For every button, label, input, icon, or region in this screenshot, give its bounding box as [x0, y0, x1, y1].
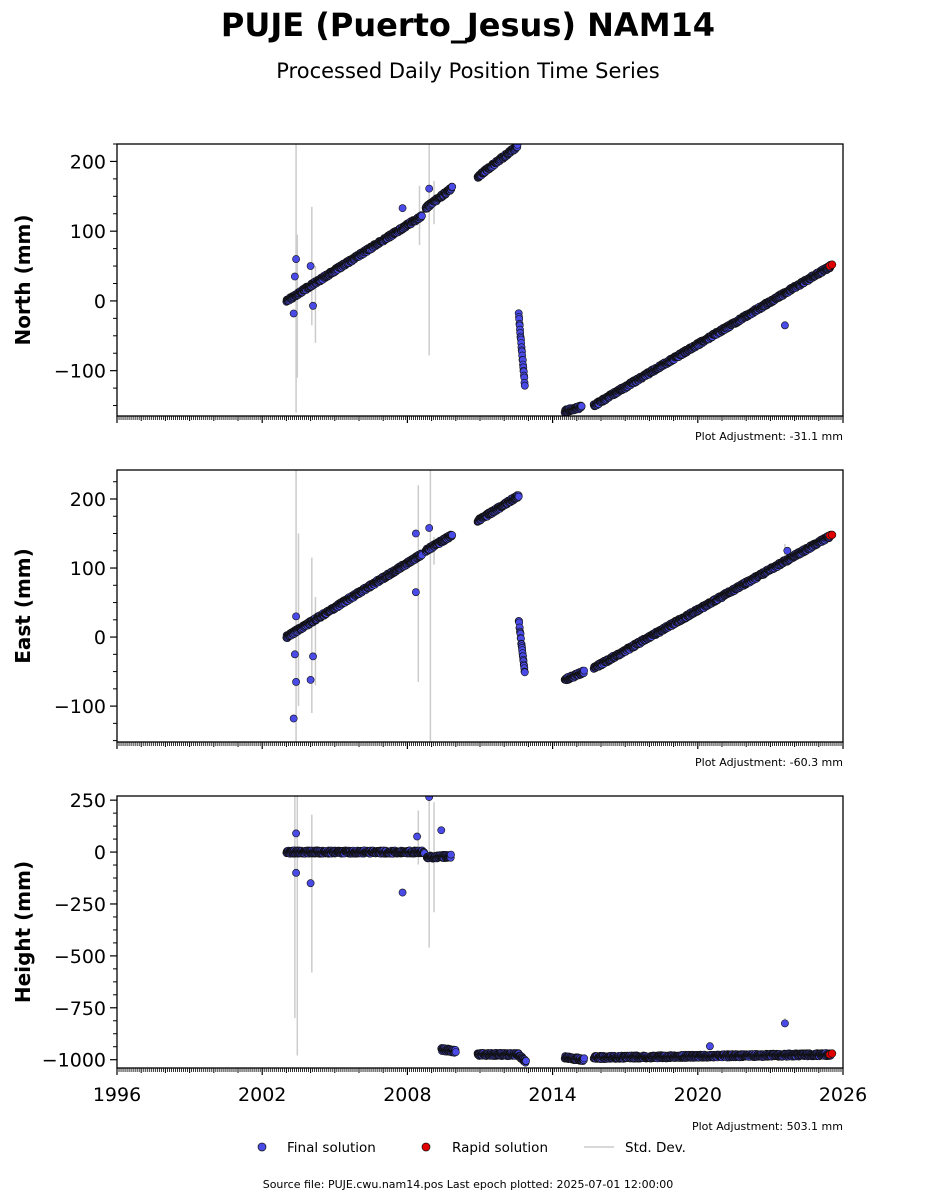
figure-subtitle: Processed Daily Position Time Series [276, 59, 660, 83]
y-tick-label: 100 [70, 558, 106, 580]
y-axis-label: East (mm) [11, 548, 35, 664]
rapid-solution-point [828, 530, 837, 539]
final-solution-point [306, 262, 315, 270]
rapid-solution-point [828, 260, 837, 269]
final-solution-point [398, 204, 407, 213]
plot-adjustment: Plot Adjustment: -60.3 mm [695, 756, 843, 769]
axes-frame [116, 469, 844, 743]
final-solution-point [520, 668, 529, 677]
final-solution-point [292, 255, 300, 263]
y-tick-label: −100 [54, 696, 106, 718]
panel-north: −100 0 100 200 North (mm) Plot Adjustment: -3… [11, 143, 844, 443]
final-solution-point [309, 652, 317, 661]
final-solution-point [417, 212, 426, 220]
y-axis-label: North (mm) [11, 214, 35, 345]
y-tick-label: 200 [70, 151, 106, 173]
final-solution-point [781, 321, 789, 330]
y-tick-label: 0 [94, 627, 106, 649]
y-tick-label: 200 [70, 489, 106, 511]
final-solution-point [289, 714, 298, 723]
final-solution-point [448, 531, 457, 539]
final-solution-point [577, 402, 586, 411]
final-solution-point [411, 588, 420, 597]
plot-adjustment: Plot Adjustment: -31.1 mm [695, 430, 843, 443]
final-solution-point [411, 529, 420, 538]
final-solution-point [289, 309, 298, 318]
y-tick-label: 100 [70, 221, 106, 243]
final-solution-point [448, 182, 457, 191]
plot-area [282, 144, 837, 416]
final-solution-point [292, 678, 300, 686]
final-solution-point [309, 301, 317, 310]
final-solution-point [306, 675, 315, 684]
final-solution-point [580, 666, 588, 675]
figure-title: PUJE (Puerto_Jesus) NAM14 [221, 6, 715, 44]
final-solution-point [292, 612, 300, 621]
final-solution-point [425, 524, 434, 532]
final-solution-point [520, 381, 529, 390]
final-solution-point [290, 272, 299, 281]
panels: −100 0 100 200 North (mm) Plot Adjustment: -3… [11, 143, 867, 1133]
final-solution-point [513, 144, 522, 149]
axes-frame [116, 143, 844, 417]
y-tick-label: −100 [54, 361, 106, 383]
final-solution-point [425, 184, 434, 193]
y-tick-label: 0 [94, 291, 106, 313]
plot-area [282, 796, 837, 1067]
final-solution-point [783, 546, 792, 555]
plot-area [282, 470, 837, 742]
final-solution-point [290, 650, 299, 659]
panel-east: −100 0 100 200 East (mm) Plot Adjustment: -60… [11, 469, 844, 769]
final-solution-point [514, 492, 523, 501]
